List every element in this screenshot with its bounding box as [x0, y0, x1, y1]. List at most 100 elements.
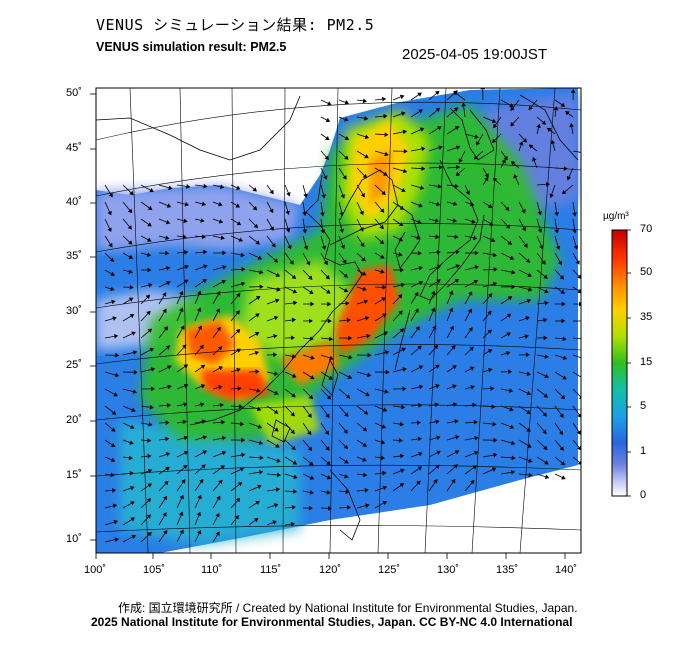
wind-arrowhead	[236, 292, 241, 298]
wind-arrowhead	[437, 126, 442, 131]
wind-arrowhead	[382, 407, 388, 412]
wind-arrowhead	[437, 183, 442, 189]
lon-label-140: 140˚	[555, 564, 578, 576]
wind-arrowhead	[473, 155, 479, 160]
wind-arrowhead	[293, 489, 298, 494]
wind-arrowhead	[292, 289, 298, 294]
wind-arrowhead	[276, 287, 281, 292]
wind-arrowhead	[235, 329, 241, 334]
wind-arrowhead	[220, 465, 225, 470]
wind-arrowhead	[528, 287, 533, 292]
wind-arrowhead	[511, 284, 516, 290]
wind-arrowhead	[127, 225, 132, 230]
wind-arrowhead	[269, 189, 274, 195]
lon-label-125: 125˚	[378, 564, 401, 576]
wind-arrowhead	[398, 221, 404, 227]
wind-arrowhead	[526, 409, 531, 415]
wind-arrowhead	[562, 355, 568, 360]
wind-arrowhead	[553, 106, 559, 111]
wind-arrowhead	[381, 96, 387, 102]
wind-arrowhead	[525, 352, 530, 358]
wind-arrowhead	[509, 255, 515, 260]
wind-arrowhead	[364, 487, 369, 493]
wind-arrowhead	[452, 402, 458, 407]
wind-arrowhead	[434, 402, 439, 407]
wind-arrowhead	[290, 411, 295, 417]
wind-arrowhead	[241, 437, 246, 443]
wind-arrowhead	[484, 176, 489, 182]
wind-vectors	[104, 88, 585, 543]
wind-arrowhead	[147, 468, 153, 474]
wind-arrowhead	[382, 470, 387, 476]
wind-arrowhead	[453, 91, 458, 96]
wind-arrowhead	[221, 419, 226, 425]
wind-arrowhead	[114, 537, 119, 542]
wind-arrowhead	[285, 228, 291, 233]
wind-arrowhead	[381, 190, 386, 196]
wind-arrowhead	[493, 267, 498, 272]
wind-arrowhead	[532, 156, 537, 162]
wind-arrowhead	[200, 384, 206, 389]
wind-arrowhead	[582, 151, 585, 154]
wind-arrowhead	[455, 145, 461, 150]
wind-arrowhead	[302, 229, 308, 234]
wind-arrowhead	[421, 146, 426, 152]
wind-arrowhead	[491, 404, 496, 410]
wind-arrowhead	[362, 442, 367, 447]
wind-arrowhead	[182, 344, 187, 349]
wind-arrowhead	[380, 269, 385, 274]
credit-line: 作成: 国立環境研究所 / Created by National Instit…	[118, 601, 578, 615]
wind-arrowhead	[129, 284, 134, 290]
wind-arrowhead	[557, 260, 563, 266]
wind-arrowhead	[471, 219, 476, 224]
wind-arrowhead	[203, 264, 208, 269]
colorbar-label-15: 15	[640, 356, 653, 368]
wind-arrowhead	[128, 269, 133, 274]
wind-arrowhead	[309, 475, 315, 480]
wind-arrowhead	[561, 301, 566, 307]
wind-arrowhead	[290, 521, 295, 527]
wind-arrowhead	[528, 472, 533, 478]
wind-arrowhead	[307, 430, 312, 436]
wind-arrowhead	[309, 375, 315, 380]
wind-arrowhead	[215, 531, 220, 536]
wind-arrowhead	[544, 354, 549, 359]
wind-arrowhead	[415, 326, 420, 331]
wind-arrowhead	[527, 443, 532, 448]
colorbar-label-70: 70	[640, 223, 653, 235]
wind-arrowhead	[327, 318, 332, 324]
wind-arrowhead	[115, 352, 120, 358]
wind-arrowhead	[291, 317, 296, 323]
map-content	[96, 88, 585, 553]
wind-arrowhead	[343, 429, 348, 434]
wind-arrowhead	[165, 235, 170, 241]
wind-arrowhead	[419, 185, 425, 190]
wind-arrowhead	[454, 278, 460, 284]
wind-arrowhead	[566, 175, 572, 181]
wind-arrowhead	[339, 211, 344, 217]
wind-arrowhead	[348, 354, 353, 360]
wind-arrowhead	[455, 264, 461, 269]
wind-arrowhead	[362, 426, 368, 432]
wind-arrowhead	[560, 460, 566, 466]
wind-arrowhead	[451, 478, 456, 484]
wind-arrowhead	[110, 457, 116, 463]
wind-arrowhead	[114, 372, 120, 378]
wind-arrowhead	[145, 294, 151, 300]
wind-arrowhead	[236, 367, 241, 373]
wind-arrowhead	[259, 269, 264, 275]
wind-arrowhead	[469, 201, 475, 207]
wind-arrowhead	[493, 123, 498, 129]
wind-arrowhead	[182, 464, 188, 470]
wind-arrowhead	[325, 413, 330, 419]
license-line: 2025 National Institute for Environmenta…	[91, 615, 573, 629]
wind-arrowhead	[293, 474, 298, 480]
lat-label-20: 20˚	[66, 414, 82, 426]
lon-label-135: 135˚	[496, 564, 519, 576]
wind-arrowhead	[165, 250, 170, 256]
wind-arrowhead	[541, 120, 547, 125]
wind-arrowhead	[431, 307, 436, 312]
wind-arrowhead	[273, 352, 278, 358]
wind-arrowhead	[419, 127, 425, 132]
wind-arrowhead	[147, 453, 152, 459]
